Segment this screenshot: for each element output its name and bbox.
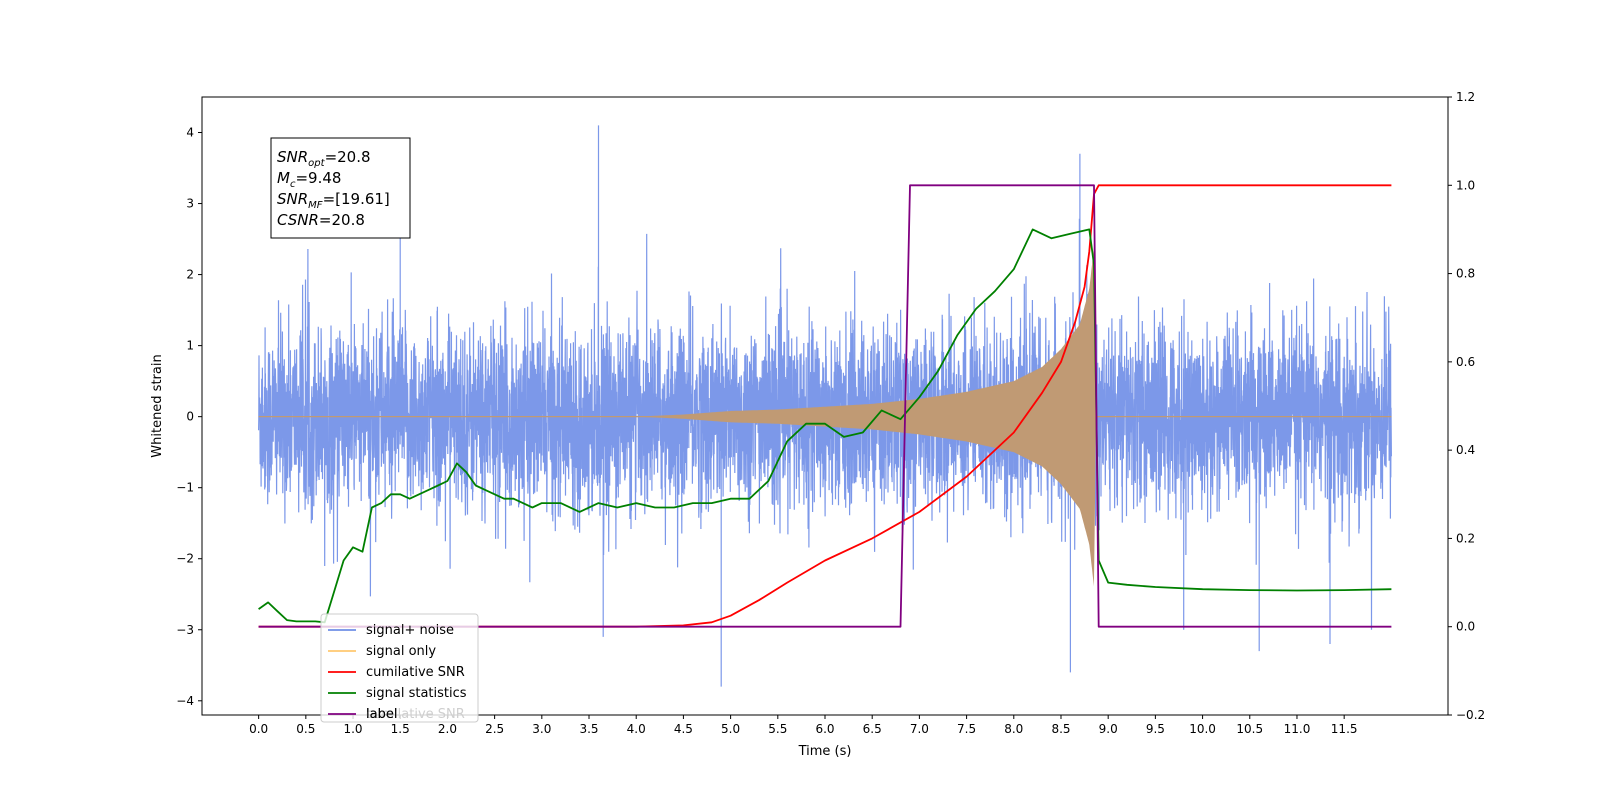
y-tick-label: 1 xyxy=(186,339,194,353)
legend-label-overlay: label xyxy=(366,707,397,722)
right-tick-label: 0.0 xyxy=(1456,620,1475,634)
x-tick-label: 6.5 xyxy=(863,722,882,736)
plot-region xyxy=(258,125,1392,687)
x-tick-label: 3.5 xyxy=(579,722,598,736)
x-tick-label: 7.5 xyxy=(957,722,976,736)
x-tick-label: 10.0 xyxy=(1189,722,1216,736)
right-tick-label: 0.8 xyxy=(1456,267,1475,281)
x-tick-label: 1.5 xyxy=(391,722,410,736)
annotation-line: Mc=9.48 xyxy=(277,169,341,190)
right-axis-ticks: 1.2 1.0 0.8 0.6 0.4 0.2 0.0 −0.2 xyxy=(1448,90,1485,722)
annotation-line: SNRopt=20.8 xyxy=(277,148,371,169)
right-tick-label: 0.6 xyxy=(1456,355,1475,369)
legend-label: signal only xyxy=(366,644,436,659)
legend-frame xyxy=(320,613,479,723)
x-tick-label: 2.0 xyxy=(438,722,457,736)
legend-label: cumilative SNR xyxy=(366,665,465,680)
x-tick-label: 1.0 xyxy=(343,722,362,736)
x-axis-label: Time (s) xyxy=(798,744,852,759)
x-tick-label: 0.0 xyxy=(249,722,268,736)
x-tick-label: 7.0 xyxy=(910,722,929,736)
x-tick-label: 11.0 xyxy=(1284,722,1311,736)
right-tick-label: 1.2 xyxy=(1456,90,1475,104)
legend: signal+ noise signal only cumilative SNR si… xyxy=(320,613,479,723)
signal-statistics-line xyxy=(258,228,1392,624)
annotation-line: SNRMF=[19.61] xyxy=(277,190,390,211)
y-tick-label: 0 xyxy=(186,410,194,424)
legend-hidden-label: cumilative SNR xyxy=(366,707,465,722)
y-tick-label: −2 xyxy=(176,552,194,566)
annotation-frame xyxy=(270,137,411,239)
y-axis-label: Whitened strain xyxy=(150,354,165,457)
right-tick-label: −0.2 xyxy=(1456,708,1485,722)
cumulative-snr-line xyxy=(258,184,1392,628)
y-tick-label: −4 xyxy=(176,694,194,708)
x-tick-label: 5.0 xyxy=(721,722,740,736)
x-tick-label: 5.5 xyxy=(768,722,787,736)
x-tick-label: 11.5 xyxy=(1331,722,1358,736)
y-tick-label: −3 xyxy=(176,623,194,637)
x-tick-label: 3.0 xyxy=(532,722,551,736)
x-tick-label: 8.5 xyxy=(1051,722,1070,736)
label-line xyxy=(258,184,1392,628)
legend-label: signal statistics xyxy=(366,686,467,701)
noise-series-line xyxy=(258,125,1392,687)
x-tick-label: 9.5 xyxy=(1146,722,1165,736)
annotation-line: CSNR=20.8 xyxy=(277,211,365,229)
x-tick-label: 0.5 xyxy=(296,722,315,736)
x-axis-ticks: 0.0 0.5 1.0 1.5 2.0 2.5 3.0 3.5 4.0 4.5 5.0 5.5 6.0 6… xyxy=(249,715,1358,736)
legend-label: signal+ noise xyxy=(366,623,454,638)
y-tick-label: 2 xyxy=(186,268,194,282)
x-tick-label: 2.5 xyxy=(485,722,504,736)
right-tick-label: 1.0 xyxy=(1456,178,1475,192)
legend-label: label xyxy=(366,707,397,722)
x-tick-label: 8.0 xyxy=(1004,722,1023,736)
right-tick-label: 0.2 xyxy=(1456,531,1475,545)
x-tick-label: 4.0 xyxy=(627,722,646,736)
x-tick-label: 4.5 xyxy=(674,722,693,736)
x-tick-label: 10.5 xyxy=(1236,722,1263,736)
x-tick-label: 9.0 xyxy=(1099,722,1118,736)
x-tick-label: 6.0 xyxy=(815,722,834,736)
y-tick-label: 4 xyxy=(186,126,194,140)
y-axis-ticks: 4 3 2 1 0 −1 −2 −3 −4 xyxy=(176,126,202,708)
right-tick-label: 0.4 xyxy=(1456,443,1475,457)
y-tick-label: 3 xyxy=(186,197,194,211)
y-tick-label: −1 xyxy=(176,481,194,495)
